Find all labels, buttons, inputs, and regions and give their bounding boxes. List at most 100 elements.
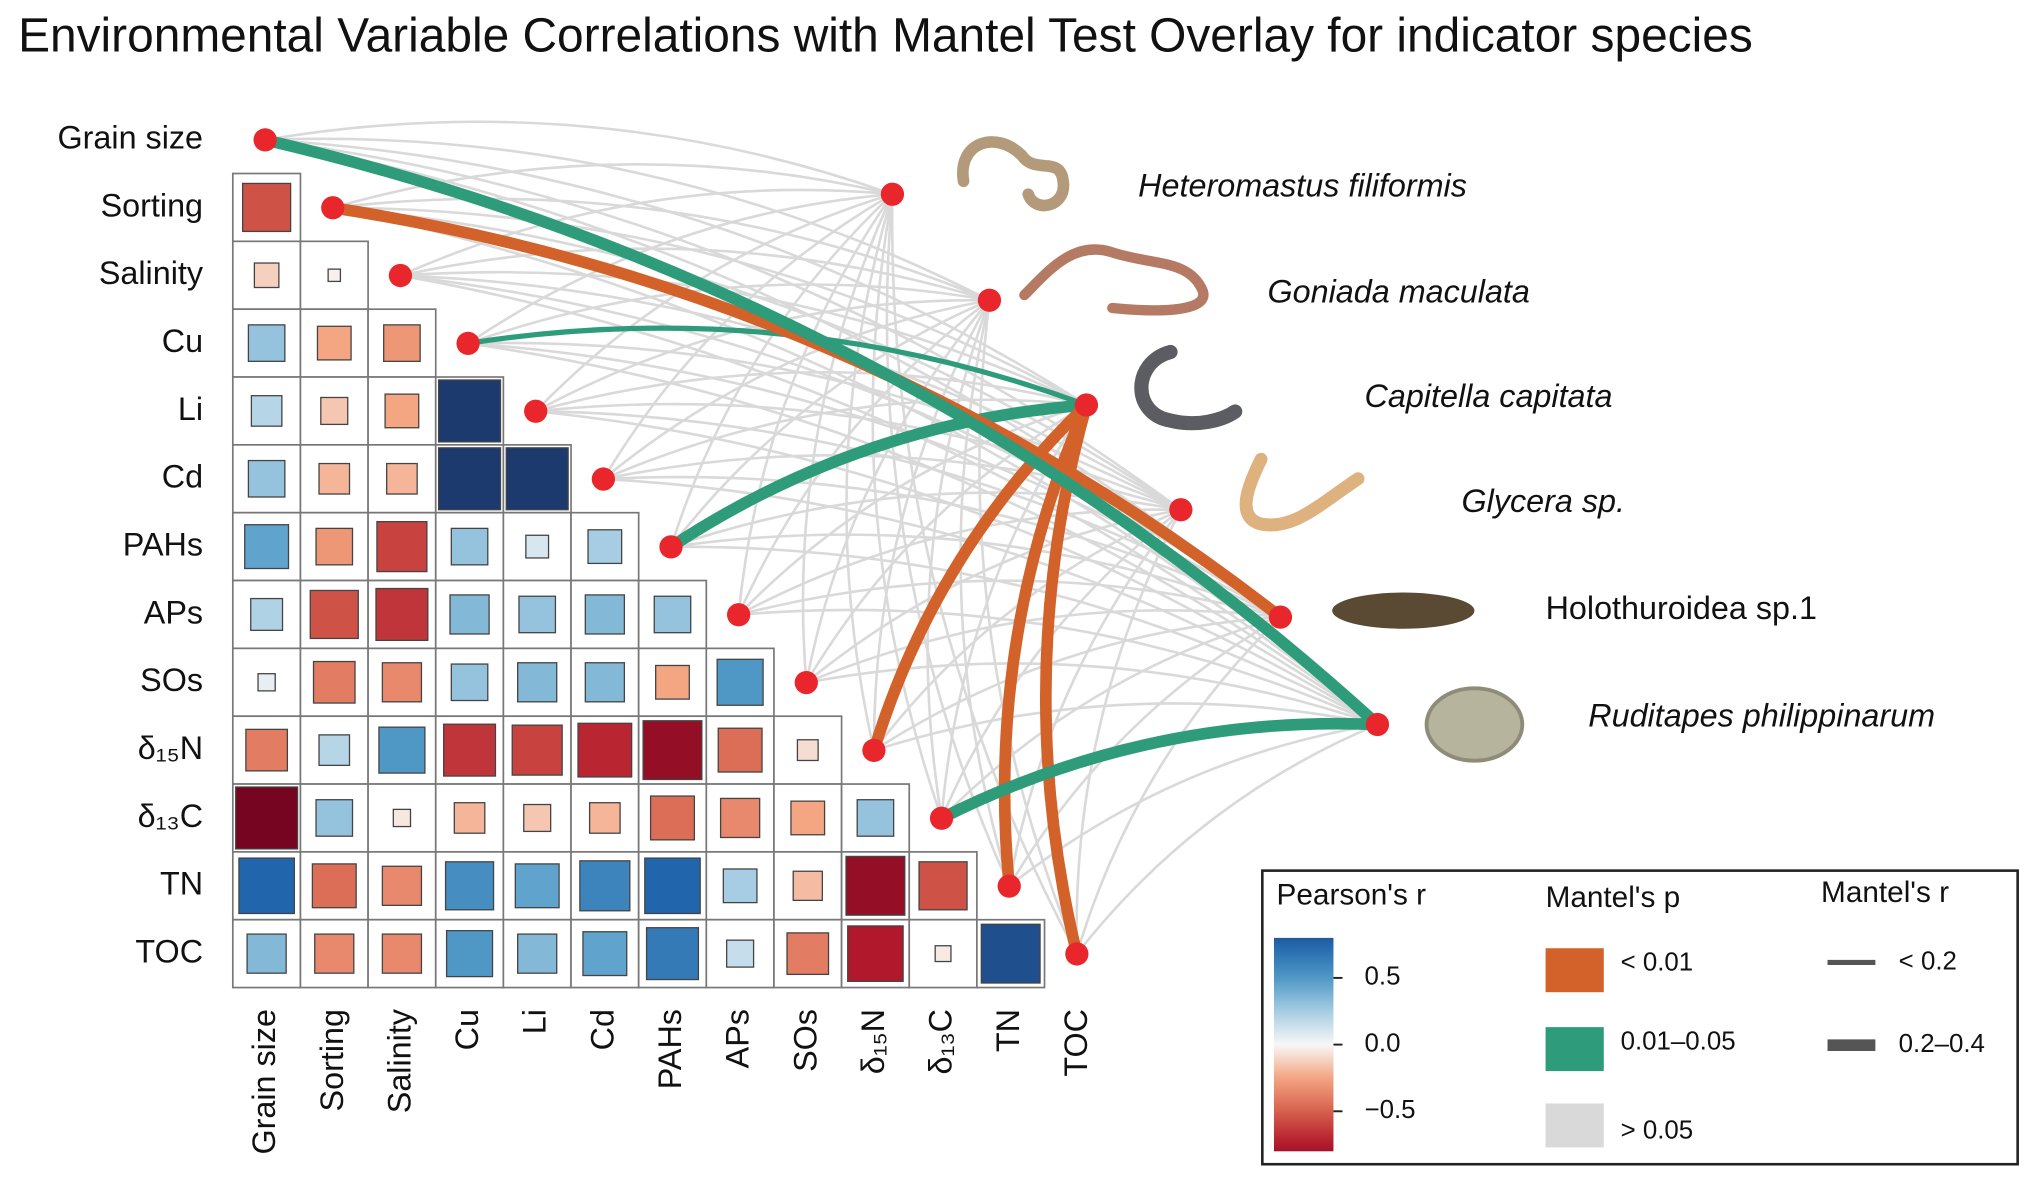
corr-square (314, 933, 355, 974)
variable-node (388, 263, 413, 288)
row-label: TN (160, 866, 203, 902)
mantel-edge (890, 192, 1079, 956)
species-name: Glycera sp. (1462, 483, 1626, 519)
variable-node (794, 670, 818, 695)
corr-square (381, 865, 423, 906)
mantel-edge (259, 134, 1384, 731)
mantel-edge (263, 120, 894, 196)
corr-square (517, 662, 558, 703)
corr-square (525, 534, 550, 559)
mantel-edge (602, 192, 894, 481)
corr-square (505, 447, 569, 511)
variable-node (997, 874, 1021, 898)
species-name: Capitella capitata (1365, 378, 1613, 414)
corr-square (588, 802, 621, 834)
mantel-edge (466, 341, 1183, 512)
corr-square (318, 462, 351, 495)
variable-node (524, 399, 548, 423)
legend-title: Pearson's r (1277, 878, 1427, 911)
column-label: SOs (787, 1009, 823, 1072)
corr-square (453, 802, 486, 834)
corr-square (437, 379, 502, 443)
variable-node (659, 535, 683, 559)
corr-square (716, 658, 764, 706)
row-label: SOs (140, 662, 203, 698)
legend-label: < 0.01 (1621, 949, 1694, 977)
mantel-edge (801, 192, 894, 684)
corr-square (250, 395, 283, 427)
corr-square (257, 673, 276, 692)
icon (1332, 592, 1475, 629)
mantel-edge (331, 162, 894, 210)
mantel-edge (534, 409, 1379, 726)
corr-square (384, 393, 420, 429)
column-label: PAHs (652, 1009, 688, 1089)
corr-square (311, 863, 357, 909)
variable-node (862, 738, 886, 763)
mantel-edge (263, 138, 1088, 407)
species-node (1365, 712, 1390, 737)
corr-square (450, 527, 489, 566)
species-name: Goniada maculata (1268, 273, 1530, 309)
species-name: Ruditapes philippinarum (1588, 698, 1935, 734)
mantel-edge (466, 342, 1379, 726)
corr-square (511, 724, 563, 776)
corr-square (726, 939, 755, 968)
row-label: Li (178, 391, 203, 427)
corr-square (327, 268, 342, 283)
edges (259, 120, 1384, 960)
column-label: APs (720, 1009, 756, 1068)
species-node (1268, 605, 1293, 629)
corr-square (376, 520, 428, 573)
icon (957, 136, 1070, 212)
row-label: Cu (162, 323, 203, 359)
species-icons (957, 136, 1525, 763)
mantel-edge (1075, 508, 1183, 956)
icon (1019, 244, 1209, 316)
legend-title: Mantel's p (1546, 881, 1681, 914)
corr-square (717, 727, 763, 773)
corr-square (649, 795, 696, 841)
corr-square (445, 930, 494, 978)
mantel-edge (940, 615, 1282, 820)
species-node (1169, 498, 1193, 522)
corr-square (315, 799, 354, 837)
cell (231, 308, 302, 378)
corr-square (378, 726, 426, 774)
corr-square (792, 870, 823, 902)
corr-square (577, 722, 633, 778)
mantel-edge (534, 298, 991, 413)
corr-square (587, 529, 623, 565)
corr-square (246, 933, 287, 974)
corr-square (790, 800, 826, 836)
corr-square (584, 594, 626, 635)
corr-square (392, 808, 412, 828)
corr-square (845, 855, 906, 916)
colorbar-label: −0.5 (1365, 1096, 1416, 1124)
row-label: δ₁₅N (138, 730, 203, 766)
corr-square (918, 861, 968, 911)
corr-square (582, 931, 628, 977)
corr-square (315, 527, 354, 566)
column-label: Cu (449, 1009, 485, 1050)
legend-box (1261, 869, 2019, 1166)
corr-square (318, 734, 351, 767)
mantel-edge (737, 579, 1282, 619)
corr-square (653, 595, 692, 634)
mantel-edge (737, 608, 1379, 726)
corr-square (786, 932, 830, 976)
corr-square (523, 803, 552, 833)
corr-square (386, 462, 418, 495)
row-label: Grain size (58, 119, 204, 155)
mantel-edge (871, 192, 943, 820)
corr-square (442, 723, 497, 777)
column-label: Grain size (246, 1009, 282, 1155)
corr-square (247, 459, 286, 498)
mantel-edge (1075, 615, 1282, 956)
mantel-edge (1075, 723, 1379, 956)
corr-square (437, 447, 502, 511)
legend-swatch (1545, 1103, 1604, 1148)
column-label: Salinity (381, 1008, 417, 1113)
corr-square (320, 396, 349, 426)
